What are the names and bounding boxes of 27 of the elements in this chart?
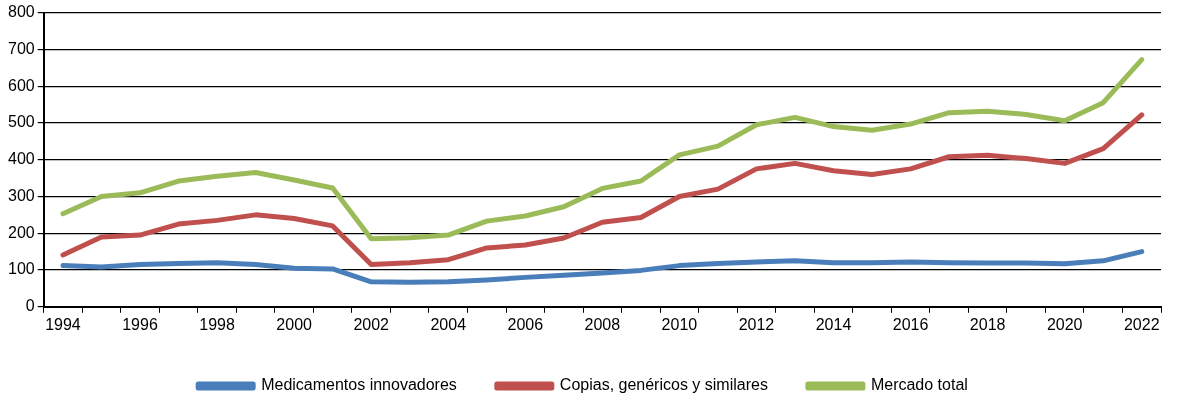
legend-label: Copias, genéricos y similares — [559, 376, 768, 394]
y-tick-label: 100 — [7, 260, 35, 278]
x-tick-label: 2020 — [1046, 315, 1083, 333]
y-tick-label: 300 — [7, 186, 35, 204]
y-tick-label: 800 — [7, 3, 35, 21]
legend-label: Mercado total — [870, 376, 968, 394]
x-tick-label: 2008 — [584, 315, 621, 333]
y-tick-label: 400 — [7, 150, 35, 168]
x-tick-label: 2016 — [892, 315, 929, 333]
x-tick-label: 2004 — [430, 315, 467, 333]
x-tick-label: 2022 — [1123, 315, 1160, 333]
x-tick-label: 2006 — [507, 315, 544, 333]
x-tick-label: 2000 — [276, 315, 313, 333]
x-tick-label: 1998 — [199, 315, 235, 333]
x-tick-label: 2012 — [738, 315, 775, 333]
y-tick-label: 0 — [25, 297, 35, 315]
y-tick-label: 500 — [7, 113, 35, 131]
x-tick-label: 2018 — [969, 315, 1006, 333]
x-tick-label: 2002 — [353, 315, 390, 333]
x-tick-label: 1994 — [45, 315, 81, 333]
legend-label: Medicamentos innovadores — [261, 376, 457, 394]
y-tick-label: 600 — [7, 76, 35, 94]
x-tick-label: 2014 — [815, 315, 852, 333]
x-tick-label: 2010 — [661, 315, 698, 333]
x-tick-label: 1996 — [122, 315, 158, 333]
y-tick-label: 200 — [7, 223, 35, 241]
y-tick-label: 700 — [7, 39, 35, 57]
